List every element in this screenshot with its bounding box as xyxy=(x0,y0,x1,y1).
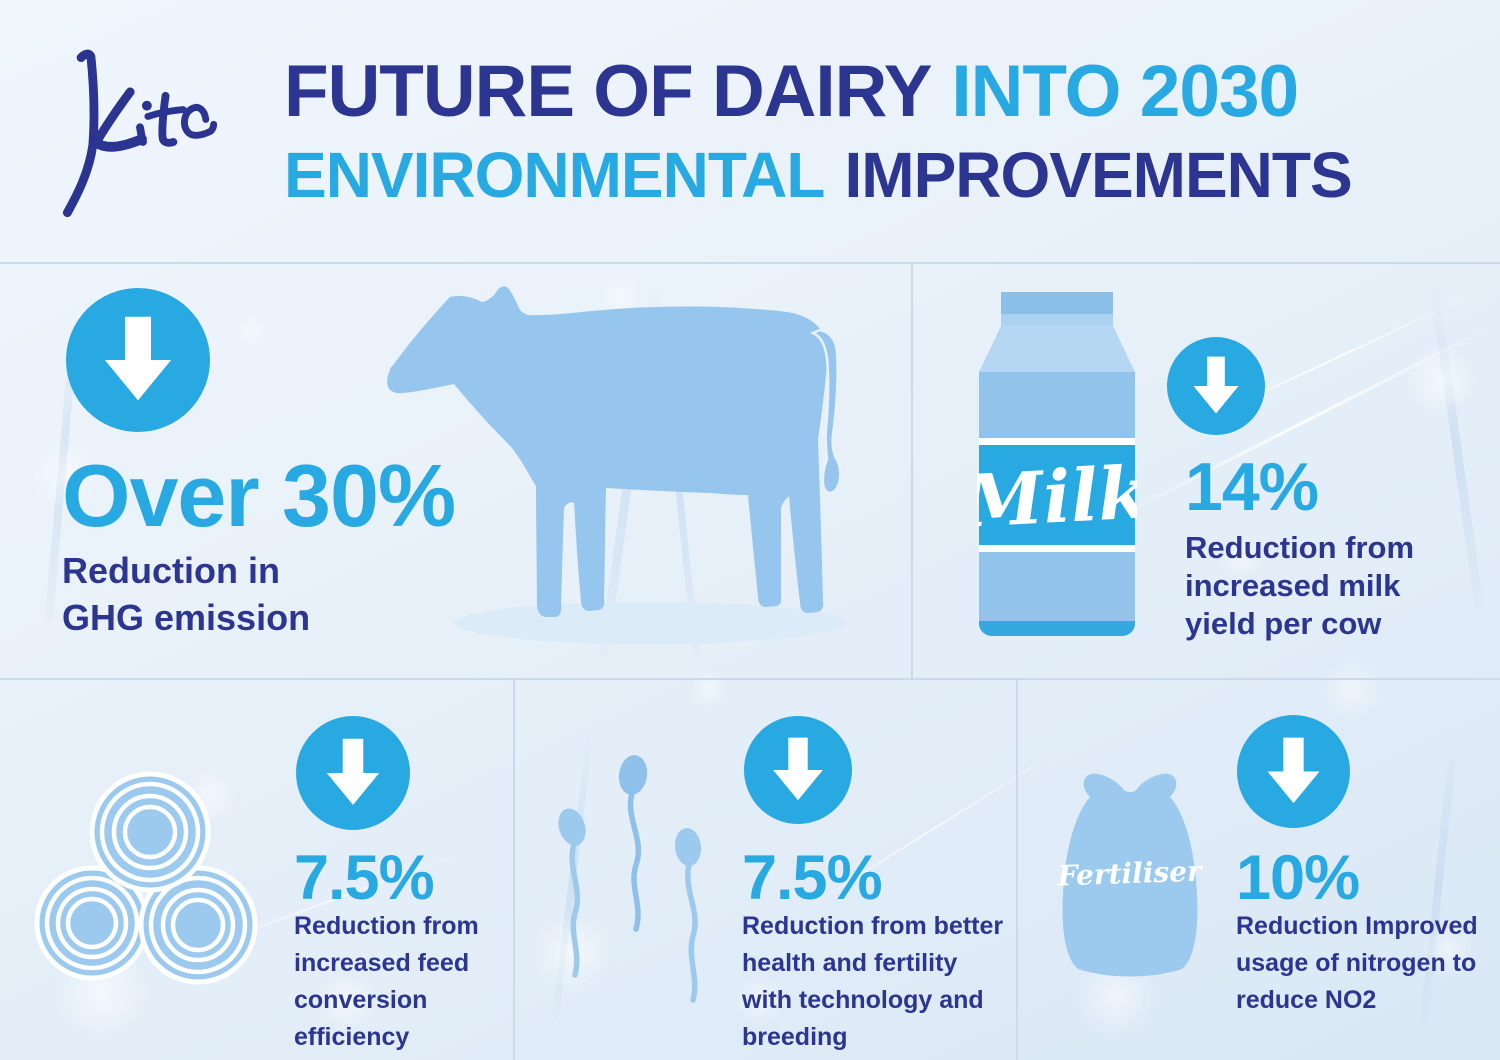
ghg-stat: Over 30% xyxy=(62,446,456,545)
title-line1-dark: FUTURE OF DAIRY xyxy=(284,51,932,132)
kite-logo xyxy=(32,34,248,250)
hay-bales-illustration xyxy=(30,755,280,1005)
background-bokeh xyxy=(315,970,377,1032)
nitrogen-description: Reduction Improved usage of nitrogen to … xyxy=(1236,912,1478,1014)
milk-carton-illustration: Milk xyxy=(977,288,1137,646)
ghg-description: Reduction in GHG emission xyxy=(62,550,311,638)
page-title: FUTURE OF DAIRY INTO 2030 ENVIRONMENTAL IM… xyxy=(284,46,1353,212)
divider-vertical-bottom-left xyxy=(513,678,515,1060)
sperm-icon xyxy=(558,755,702,1003)
background-grass-blade xyxy=(1429,280,1484,610)
decrease-arrow-icon xyxy=(1237,715,1350,828)
fertility-stat: 7.5% xyxy=(742,843,883,913)
divider-vertical-bottom-right xyxy=(1016,678,1018,1060)
sperm-illustration xyxy=(545,735,760,1025)
cow-illustration xyxy=(370,272,930,672)
feed-description: Reduction from increased feed conversion… xyxy=(294,912,479,1051)
divider-horizontal-bottom xyxy=(0,678,1500,680)
divider-horizontal-top xyxy=(0,262,1500,264)
fertiliser-bag-icon: Fertiliser xyxy=(1056,773,1204,977)
background-bokeh xyxy=(1320,660,1382,722)
title-line2-dark: IMPROVEMENTS xyxy=(844,139,1352,211)
background-bokeh xyxy=(235,315,267,347)
fertiliser-bag-label: Fertiliser xyxy=(1056,854,1204,892)
kite-logo-icon xyxy=(62,49,218,218)
cow-icon xyxy=(387,286,846,644)
milk-yield-stat: 14% xyxy=(1185,449,1319,525)
decrease-arrow-icon xyxy=(66,288,210,432)
background-bokeh xyxy=(735,975,787,1027)
decrease-arrow-icon xyxy=(744,716,852,824)
background-bokeh xyxy=(30,440,100,510)
title-line2-accent: ENVIRONMENTAL xyxy=(284,139,825,211)
fertiliser-bag-illustration: Fertiliser xyxy=(1056,763,1204,985)
title-line-2: ENVIRONMENTAL IMPROVEMENTS xyxy=(284,138,1353,212)
background-bokeh xyxy=(1405,345,1477,417)
divider-vertical-top-row xyxy=(911,262,913,678)
title-line1-accent: INTO 2030 xyxy=(951,51,1299,132)
title-line-1: FUTURE OF DAIRY INTO 2030 xyxy=(284,46,1352,138)
background-bokeh xyxy=(1218,535,1264,581)
decrease-arrow-icon xyxy=(296,716,410,830)
background-bokeh xyxy=(690,670,728,708)
milk-carton-label: Milk xyxy=(977,449,1137,544)
fertility-description: Reduction from better health and fertili… xyxy=(742,912,1004,1051)
milk-carton-icon: Milk xyxy=(977,292,1137,636)
background-bokeh xyxy=(1420,920,1478,978)
hay-bales-icon xyxy=(34,771,258,985)
feed-stat: 7.5% xyxy=(294,843,435,913)
milk-yield-description: Reduction from increased milk yield per … xyxy=(1185,530,1415,641)
decrease-arrow-icon xyxy=(1167,337,1265,435)
nitrogen-stat: 10% xyxy=(1236,843,1360,913)
